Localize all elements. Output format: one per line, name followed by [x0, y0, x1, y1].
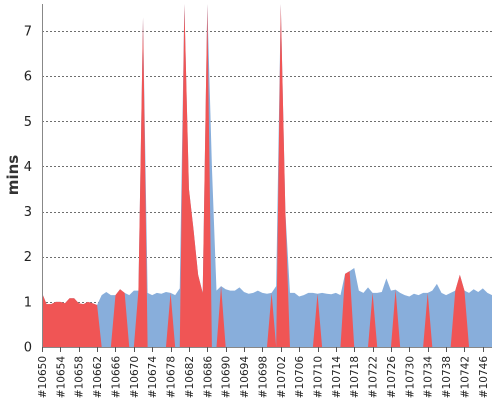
x-tick-label: #10722 [368, 356, 380, 398]
y-tick-labels: 0 1 2 3 4 5 6 7 [24, 25, 32, 356]
x-tick-label: #10686 [202, 356, 214, 399]
y-axis-title: mins [4, 155, 22, 195]
x-tick-label: #10730 [404, 356, 416, 398]
y-tick-label: 1 [24, 295, 32, 310]
series-area-blue [42, 4, 492, 347]
axis-layer [42, 4, 492, 352]
x-tick-label: #10742 [459, 356, 471, 398]
x-tick-label: #10710 [313, 356, 325, 398]
x-tick-label: #10654 [55, 356, 67, 399]
x-tick-label: #10674 [147, 356, 159, 399]
x-tick-label: #10690 [221, 356, 233, 398]
x-tick-labels: #10650 #10654 #10658 #10662 #10666 #10670 #106… [37, 356, 490, 399]
x-tick-label: #10658 [74, 356, 86, 398]
y-tick-label: 5 [24, 115, 32, 130]
x-tick-label: #10678 [166, 356, 178, 398]
y-tick-label: 7 [24, 25, 32, 40]
x-tick-label: #10706 [294, 356, 306, 399]
y-tick-label: 0 [24, 341, 32, 356]
series-area-red [42, 4, 492, 347]
x-tick-label: #10670 [129, 356, 141, 398]
x-tick-label: #10666 [110, 356, 122, 399]
x-tick-label: #10738 [441, 356, 453, 398]
x-tick-label: #10650 [37, 356, 49, 398]
area-layer [42, 4, 492, 347]
y-tick-label: 6 [24, 70, 32, 85]
x-tick-label: #10714 [331, 356, 343, 399]
x-tick-label: #10662 [92, 356, 104, 398]
y-tick-label: 3 [24, 205, 32, 220]
x-tick-label: #10694 [239, 356, 251, 399]
y-tick-label: 2 [24, 250, 32, 265]
x-tick-label: #10718 [349, 356, 361, 398]
x-tick-label: #10682 [184, 356, 196, 398]
grid-layer [42, 31, 492, 303]
x-tick-label: #10726 [386, 356, 398, 399]
x-tick-label: #10746 [478, 356, 490, 399]
x-tick-label: #10734 [423, 356, 435, 399]
x-tick-label: #10702 [276, 356, 288, 398]
y-tick-label: 4 [24, 160, 32, 175]
x-tick-label: #10698 [257, 356, 269, 398]
